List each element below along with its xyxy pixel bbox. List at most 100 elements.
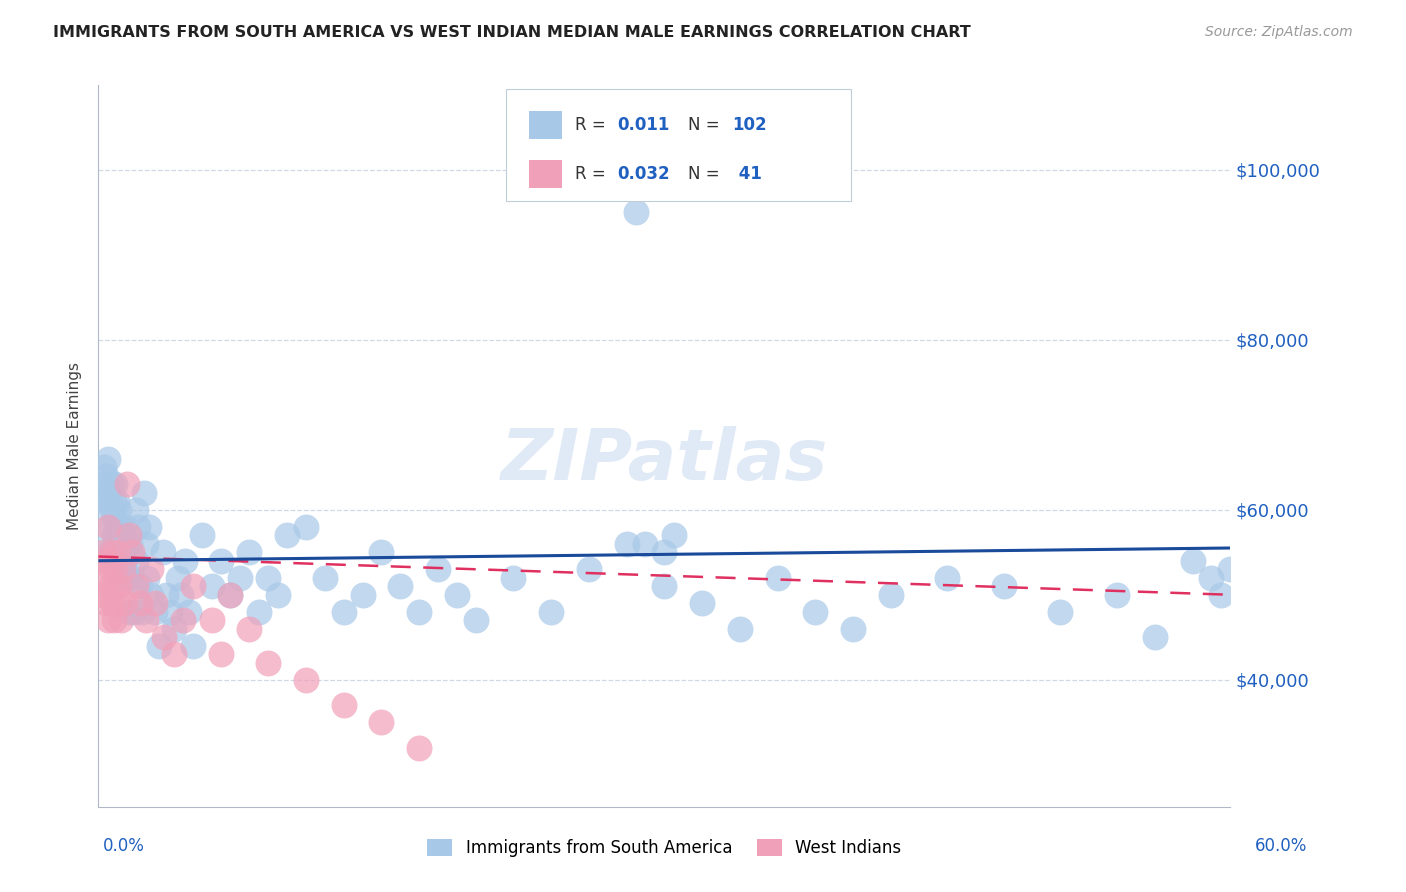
Point [1181, 554, 1204, 568]
Point [370, 715, 392, 730]
Point [100, 554, 122, 568]
Point [98, 579, 121, 593]
Point [143, 596, 166, 610]
Point [105, 520, 128, 534]
Point [97, 520, 120, 534]
Point [201, 613, 224, 627]
Text: 0.032: 0.032 [617, 165, 669, 183]
Point [257, 656, 280, 670]
Point [97, 537, 120, 551]
Point [1049, 605, 1071, 619]
Point [125, 554, 148, 568]
Point [127, 520, 149, 534]
Point [108, 579, 131, 593]
Point [219, 588, 242, 602]
Point [177, 605, 200, 619]
Point [93, 460, 115, 475]
Y-axis label: Median Male Earnings: Median Male Earnings [67, 362, 83, 530]
Point [172, 613, 194, 627]
Point [141, 588, 163, 602]
Point [1201, 571, 1223, 585]
Point [238, 622, 260, 636]
Point [842, 622, 865, 636]
Point [100, 502, 122, 516]
Text: Source: ZipAtlas.com: Source: ZipAtlas.com [1205, 25, 1353, 39]
Point [115, 477, 138, 491]
Point [98, 520, 121, 534]
Point [104, 562, 127, 576]
Point [247, 605, 270, 619]
Point [464, 613, 486, 627]
Point [100, 545, 122, 559]
Point [634, 537, 657, 551]
Text: IMMIGRANTS FROM SOUTH AMERICA VS WEST INDIAN MEDIAN MALE EARNINGS CORRELATION CH: IMMIGRANTS FROM SOUTH AMERICA VS WEST IN… [53, 25, 972, 40]
Point [114, 520, 136, 534]
Point [110, 613, 132, 627]
Point [209, 647, 232, 661]
Point [108, 537, 131, 551]
Point [115, 571, 138, 585]
Point [153, 630, 176, 644]
Point [120, 537, 142, 551]
Point [114, 554, 136, 568]
Point [332, 698, 354, 713]
Point [121, 545, 143, 559]
Point [624, 205, 647, 219]
Point [804, 605, 827, 619]
Point [104, 477, 127, 491]
Text: ZIPatlas: ZIPatlas [501, 426, 828, 495]
Point [766, 571, 789, 585]
Point [105, 554, 128, 568]
Point [131, 605, 153, 619]
Text: R =: R = [575, 165, 612, 183]
Point [408, 605, 430, 619]
Text: 102: 102 [733, 116, 768, 134]
Point [314, 571, 336, 585]
Text: 0.011: 0.011 [617, 116, 669, 134]
Point [257, 571, 280, 585]
Point [690, 596, 713, 610]
Point [155, 588, 177, 602]
Point [108, 502, 131, 516]
Point [117, 528, 139, 542]
Point [125, 579, 148, 593]
Point [132, 485, 155, 500]
Point [93, 485, 115, 500]
Point [1107, 588, 1129, 602]
Point [138, 520, 160, 534]
Point [652, 579, 676, 593]
Text: 41: 41 [733, 165, 762, 183]
Point [97, 613, 120, 627]
Point [163, 622, 186, 636]
Point [110, 520, 132, 534]
Point [97, 502, 120, 516]
Point [117, 605, 139, 619]
Point [166, 571, 188, 585]
Point [136, 571, 159, 585]
Point [408, 740, 430, 755]
Point [129, 596, 152, 610]
Point [110, 571, 132, 585]
Point [98, 545, 121, 559]
Point [121, 571, 143, 585]
Point [352, 588, 374, 602]
Text: N =: N = [688, 116, 724, 134]
Point [117, 571, 139, 585]
Point [181, 639, 204, 653]
Point [141, 562, 163, 576]
Point [103, 613, 125, 627]
Point [229, 571, 252, 585]
Point [94, 494, 117, 508]
Point [238, 545, 260, 559]
Point [105, 494, 128, 508]
Point [100, 596, 122, 610]
Point [616, 537, 638, 551]
Point [370, 545, 392, 559]
Point [201, 579, 224, 593]
Point [266, 588, 288, 602]
Point [152, 545, 174, 559]
Point [276, 528, 298, 542]
Text: 60.0%: 60.0% [1256, 837, 1308, 855]
Point [502, 571, 524, 585]
Point [181, 579, 204, 593]
